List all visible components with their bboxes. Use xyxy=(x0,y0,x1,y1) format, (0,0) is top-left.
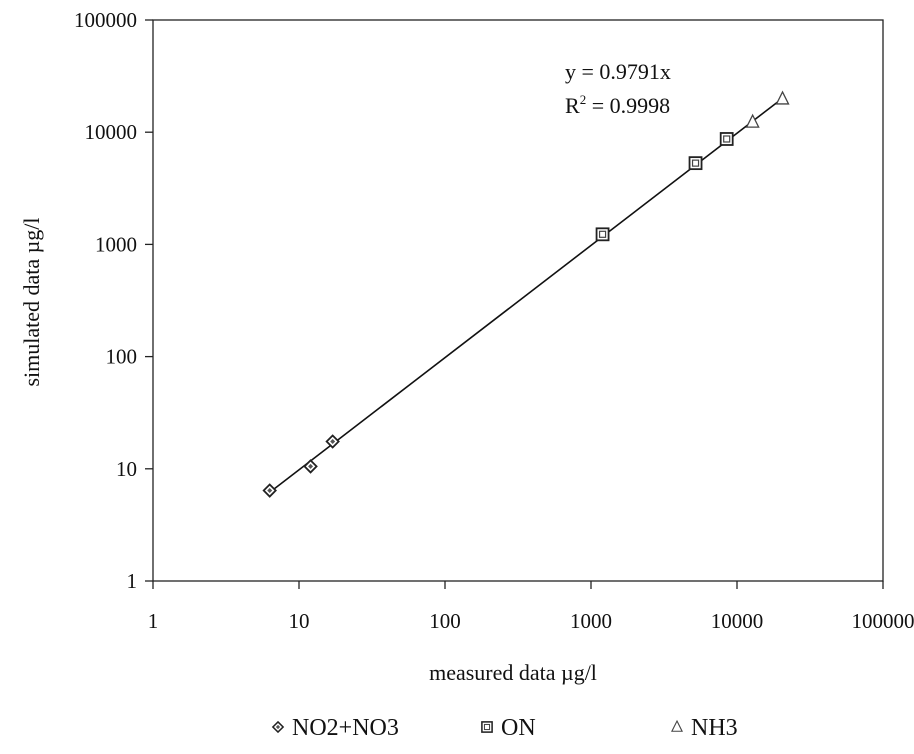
y-tick-label: 100000 xyxy=(74,8,137,32)
data-point-triangle xyxy=(775,90,790,105)
y-tick-label: 1 xyxy=(127,569,138,593)
square-marker-core xyxy=(483,723,491,731)
r-squared-symbol: R xyxy=(565,93,580,118)
plot-area: 11 10 10 100 100 1000 1000 10000 10000 100000 1000… xyxy=(74,8,914,633)
y-axis-title: simulated data µg/l xyxy=(19,217,44,386)
x-tick-label: 100000 xyxy=(852,609,914,633)
diamond-marker-core xyxy=(308,463,314,469)
y-tick-label: 1000 xyxy=(95,232,137,256)
x-tick-label: 1000 xyxy=(570,609,612,633)
legend-item: ON xyxy=(481,715,536,741)
square-marker-shape xyxy=(595,227,610,242)
r-squared-label: R2 = 0.9998 xyxy=(565,92,670,118)
triangle-marker-shape xyxy=(745,113,760,128)
legend-label: NH3 xyxy=(691,715,738,741)
square-marker-shape xyxy=(719,132,734,146)
data-point-diamond xyxy=(262,483,277,498)
plot-frame xyxy=(152,19,884,582)
data-points xyxy=(262,90,790,498)
diamond-marker-core xyxy=(267,488,273,494)
legend-label: ON xyxy=(501,715,536,741)
square-marker-core xyxy=(691,159,700,167)
data-point-square xyxy=(595,227,610,242)
legend: NO2+NO3 ON NH3 xyxy=(271,715,738,741)
legend-marker xyxy=(481,721,493,733)
r-squared-value: = 0.9998 xyxy=(586,93,670,118)
x-tick-label: 1 xyxy=(148,609,159,633)
data-point-triangle xyxy=(745,113,760,128)
square-marker-shape xyxy=(481,721,493,733)
y-tick-label: 10 xyxy=(116,457,137,481)
data-point-square xyxy=(688,156,703,171)
triangle-marker-shape xyxy=(671,719,683,732)
legend-marker xyxy=(271,720,285,734)
y-tick-label: 100 xyxy=(106,345,138,369)
legend-item: NH3 xyxy=(671,715,738,741)
trendline-equation: y = 0.9791x xyxy=(565,59,671,84)
x-tick-label: 100 xyxy=(429,609,461,633)
data-point-diamond xyxy=(303,459,318,474)
data-point-diamond xyxy=(325,434,340,449)
data-point-square xyxy=(719,132,734,146)
legend-label: NO2+NO3 xyxy=(292,715,399,741)
square-marker-shape xyxy=(688,156,703,171)
x-tick-label: 10000 xyxy=(711,609,764,633)
legend-item: NO2+NO3 xyxy=(271,715,399,741)
legend-marker xyxy=(671,719,683,732)
triangle-marker-shape xyxy=(775,90,790,105)
trendline xyxy=(268,96,785,494)
diamond-marker-core xyxy=(275,724,281,730)
diamond-marker-core xyxy=(330,439,336,445)
x-axis-title: measured data µg/l xyxy=(429,660,597,685)
y-tick-label: 10000 xyxy=(85,120,138,144)
x-tick-label: 10 xyxy=(289,609,310,633)
square-marker-core xyxy=(723,135,731,143)
r-squared-exponent: 2 xyxy=(580,92,587,107)
square-marker-core xyxy=(598,230,607,238)
